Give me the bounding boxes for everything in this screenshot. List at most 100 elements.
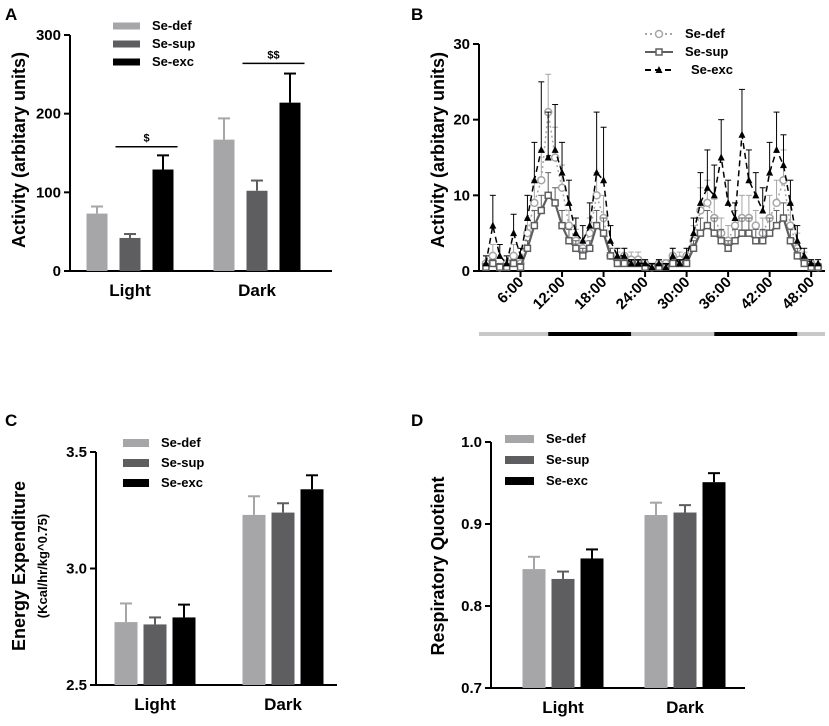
legend-swatch-se-exc (113, 58, 140, 66)
y-tick-label: 0 (53, 263, 61, 280)
data-point (593, 168, 601, 176)
y-axis-label: Activity (arbitary units) (428, 52, 448, 248)
light-dark-segment-dark (714, 332, 798, 336)
data-point (599, 229, 608, 237)
legend-swatch-se-exc (123, 479, 149, 487)
bar-se-sup-dark (271, 512, 295, 685)
legend-swatch-se-sup (123, 459, 149, 467)
light-dark-segment-light (479, 332, 549, 336)
bar-se-def-light (522, 569, 546, 688)
y-axis-label-units: (Kcal/hr/kg^0.75) (35, 514, 50, 618)
data-point (530, 221, 539, 230)
legend-label: Se-sup (546, 452, 589, 467)
data-point (572, 244, 580, 253)
data-point (537, 145, 545, 153)
data-point (523, 244, 532, 253)
bar-se-sup-light (143, 624, 167, 685)
data-point (509, 251, 518, 261)
data-point (620, 259, 629, 268)
data-point (773, 145, 781, 153)
bar-se-exc-dark (279, 102, 301, 271)
data-point (496, 263, 504, 271)
data-point (683, 251, 691, 259)
y-tick-label: 20 (453, 112, 470, 129)
data-point (745, 229, 753, 237)
data-point (786, 236, 795, 245)
data-point (592, 191, 601, 200)
panel-letter: C (5, 411, 17, 430)
data-point (579, 252, 587, 260)
data-point (766, 168, 774, 176)
bar-se-def-light (86, 213, 108, 271)
data-point (793, 236, 801, 244)
data-point (516, 263, 525, 271)
legend: Se-def Se-sup Se-exc (113, 18, 195, 69)
legend-swatch-se-exc (505, 477, 534, 485)
data-point (745, 176, 753, 184)
data-point (772, 221, 781, 230)
panel-a: A 0 100 200 300 Activity (arbitary units) Ligh… (5, 5, 332, 300)
data-point (627, 259, 635, 267)
bar-se-def-dark (242, 514, 266, 685)
light-dark-segment-light (797, 332, 825, 336)
light-dark-segment-light (631, 332, 715, 336)
data-point (724, 244, 732, 253)
bar-se-exc-light (152, 169, 174, 271)
data-point (655, 259, 663, 267)
y-tick-label: 100 (36, 184, 61, 201)
data-point (696, 229, 705, 237)
data-point (613, 251, 621, 259)
x-tick-label: 36:00 (696, 274, 735, 313)
bar-se-exc-dark (702, 482, 726, 688)
bar-se-def-light (114, 622, 138, 685)
panel-letter: B (411, 5, 423, 24)
data-point (565, 198, 573, 206)
legend-label: Se-def (152, 18, 192, 33)
data-point (510, 229, 518, 237)
legend-label: Se-def (685, 26, 725, 41)
legend-label: Se-sup (685, 44, 728, 59)
data-point (779, 214, 788, 222)
data-point (765, 229, 774, 237)
bar-se-def-dark (644, 514, 668, 688)
panel-c: C 2.5 3.0 3.5 Energy Expenditure (Kcal/hr/kg^… (5, 411, 337, 714)
data-point (682, 259, 691, 268)
data-point (592, 221, 601, 230)
y-tick-label: 3.5 (66, 444, 87, 461)
data-point (558, 221, 566, 230)
data-point (585, 244, 594, 253)
x-tick-label: 12:00 (530, 274, 569, 313)
data-point (703, 198, 712, 208)
y-tick-label: 10 (453, 187, 470, 204)
data-point (489, 259, 497, 268)
data-point (800, 251, 808, 259)
significance-marker: $ (143, 133, 149, 145)
data-point (634, 259, 642, 267)
data-point (565, 236, 573, 245)
x-tick-label: 24:00 (613, 274, 652, 313)
data-point (613, 259, 622, 268)
data-point (523, 214, 531, 222)
legend-swatch-se-def (123, 439, 149, 447)
data-point (669, 259, 677, 268)
data-point (786, 221, 795, 230)
y-tick-label: 0 (462, 263, 470, 280)
data-point (779, 161, 787, 169)
data-point (606, 252, 615, 260)
legend-label: Se-exc (161, 475, 203, 490)
data-point (690, 229, 698, 237)
y-tick-label: 200 (36, 106, 61, 123)
x-tick-label: 6:00 (494, 274, 527, 307)
data-point (689, 244, 698, 253)
data-point (731, 236, 739, 245)
y-tick-label: 3.0 (66, 561, 87, 578)
data-point (641, 259, 649, 267)
series-line (485, 111, 819, 269)
y-tick-label: 1.0 (461, 434, 482, 451)
y-tick-label: 300 (36, 27, 61, 44)
data-point (586, 221, 594, 229)
bar-se-sup-dark (246, 190, 268, 271)
category-label: Dark (666, 698, 704, 717)
data-point (752, 191, 760, 199)
